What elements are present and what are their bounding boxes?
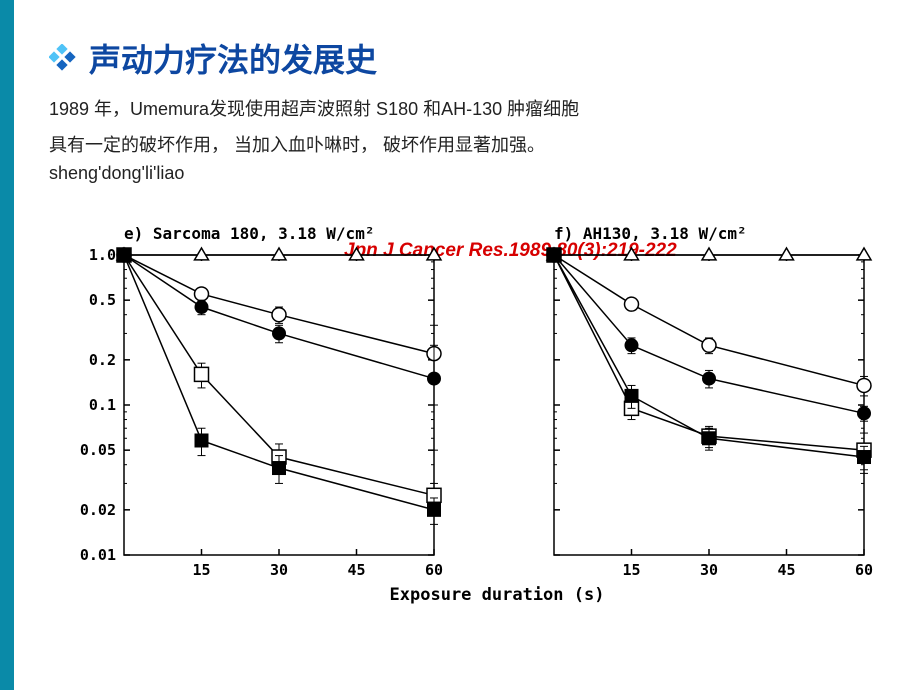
svg-text:0.01: 0.01 — [80, 546, 116, 564]
svg-text:0.02: 0.02 — [80, 501, 116, 519]
svg-text:0.2: 0.2 — [89, 351, 116, 369]
desc-line-2: 具有一定的破坏作用， 当加入血卟啉时， 破坏作用显著加强。 — [49, 135, 545, 155]
slide-header: 声动力疗法的发展史 — [14, 0, 920, 91]
svg-text:60: 60 — [855, 561, 873, 579]
svg-text:0.5: 0.5 — [89, 291, 116, 309]
svg-text:30: 30 — [700, 561, 718, 579]
svg-text:45: 45 — [777, 561, 795, 579]
svg-text:15: 15 — [622, 561, 640, 579]
desc-line-1: 1989 年，Umemura发现使用超声波照射 S180 和AH-130 肿瘤细… — [49, 99, 579, 119]
svg-text:30: 30 — [270, 561, 288, 579]
chart-f: 15 30 45 60 — [484, 245, 904, 590]
svg-text:15: 15 — [192, 561, 210, 579]
diamond-bullet-icon — [49, 44, 77, 72]
chart-e-wrap: e) Sarcoma 180, 3.18 W/cm² 0.010.020.050… — [54, 224, 474, 590]
chart-e: 0.01 0.02 0.05 0.1 0.2 0.5 1.0 15 30 45 60 — [54, 245, 474, 590]
description: 1989 年，Umemura发现使用超声波照射 S180 和AH-130 肿瘤细… — [14, 91, 920, 163]
svg-text:60: 60 — [425, 561, 443, 579]
chart-f-title: f) AH130, 3.18 W/cm² — [484, 224, 904, 243]
chart-f-wrap: f) AH130, 3.18 W/cm² 15 30 45 60 — [484, 224, 904, 590]
svg-text:0.05: 0.05 — [80, 441, 116, 459]
slide-title: 声动力疗法的发展史 — [89, 35, 377, 81]
svg-text:1.0: 1.0 — [89, 246, 116, 264]
svg-text:45: 45 — [347, 561, 365, 579]
charts-container: e) Sarcoma 180, 3.18 W/cm² 0.010.020.050… — [14, 214, 920, 590]
chart-e-title: e) Sarcoma 180, 3.18 W/cm² — [54, 224, 474, 243]
svg-text:0.1: 0.1 — [89, 396, 116, 414]
pinyin-subtext: sheng'dong'li'liao — [14, 163, 920, 184]
